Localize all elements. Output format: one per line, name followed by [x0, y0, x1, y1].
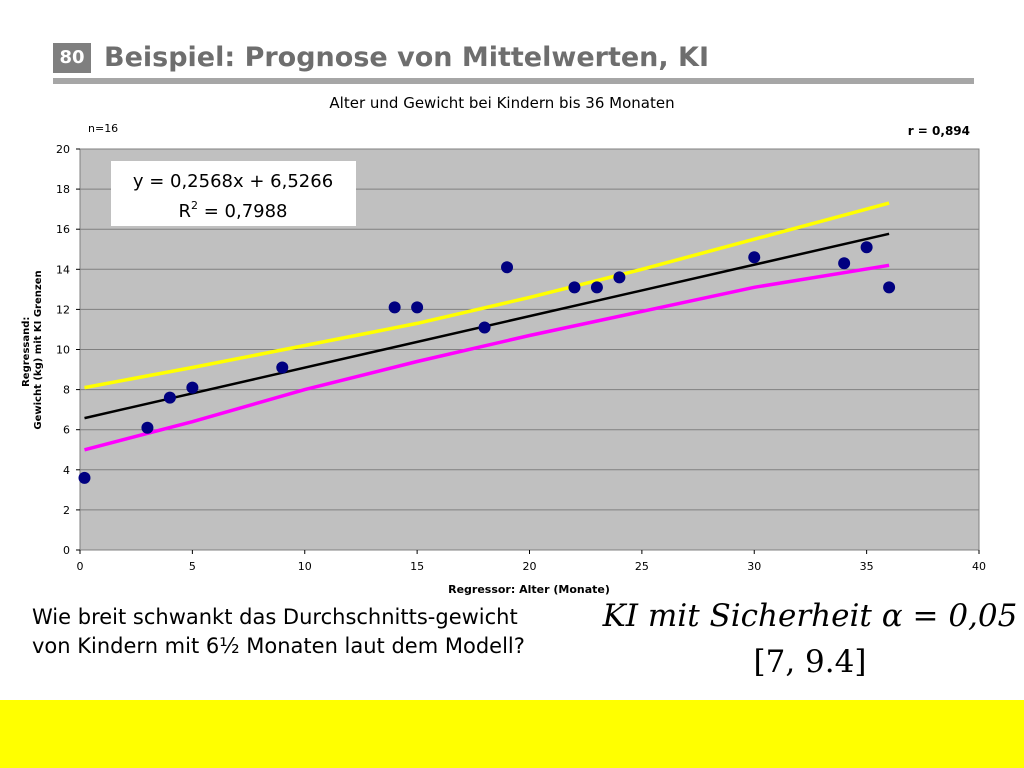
y-axis-label-line2: Gewicht (kg) mit KI Grenzen: [33, 270, 44, 429]
x-tick-label: 25: [635, 560, 649, 573]
data-point: [613, 271, 626, 284]
y-tick-label: 0: [63, 544, 70, 557]
y-tick-label: 4: [63, 464, 70, 477]
data-point: [163, 391, 176, 404]
y-tick-label: 18: [56, 183, 70, 196]
x-tick-label: 5: [189, 560, 196, 573]
data-point: [838, 257, 851, 270]
r-squared: R2 = 0,7988: [178, 199, 287, 222]
data-point: [276, 361, 289, 374]
data-point: [590, 281, 603, 294]
data-point: [568, 281, 581, 294]
y-tick-label: 8: [63, 384, 70, 397]
regression-equation: y = 0,2568x + 6,5266: [133, 171, 333, 192]
footer-band: [0, 700, 1024, 768]
data-point: [141, 421, 154, 434]
data-point: [748, 251, 761, 264]
y-axis-label: Regressand: Gewicht (kg) mit KI Grenzen: [21, 270, 44, 429]
data-point: [478, 321, 491, 334]
sample-size-label: n=16: [88, 122, 118, 135]
formula-label: KI mit Sicherheit α = 0,05: [602, 598, 1018, 634]
x-tick-label: 20: [523, 560, 537, 573]
equation-box: [111, 161, 356, 226]
data-point: [883, 281, 896, 294]
data-point: [388, 301, 401, 314]
x-tick-label: 35: [860, 560, 874, 573]
data-point: [860, 241, 873, 254]
slide-title: Beispiel: Prognose von Mittelwerten, KI: [104, 42, 710, 73]
x-tick-label: 40: [972, 560, 986, 573]
x-tick-label: 0: [77, 560, 84, 573]
y-tick-label: 12: [56, 303, 70, 316]
y-tick-label: 10: [56, 344, 70, 357]
y-tick-label: 20: [56, 143, 70, 156]
data-point: [186, 381, 199, 394]
y-tick-label: 2: [63, 504, 70, 517]
x-tick-label: 30: [747, 560, 761, 573]
upper-confidence-bound: [84, 201, 890, 390]
formula-interval: [7, 9.4]: [753, 644, 867, 680]
question-text: Wie breit schwankt das Durchschnitts-gew…: [32, 605, 525, 658]
chart: Alter und Gewicht bei Kindern bis 36 Mon…: [21, 94, 986, 596]
formula: KI mit Sicherheit α = 0,05 [7, 9.4]: [600, 598, 1020, 680]
x-tick-label: 15: [410, 560, 424, 573]
x-axis-label: Regressor: Alter (Monate): [448, 583, 610, 596]
slide-number: 80: [53, 43, 91, 73]
correlation-label: r = 0,894: [908, 124, 970, 138]
y-tick-label: 14: [56, 263, 70, 276]
y-tick-label: 16: [56, 223, 70, 236]
chart-title: Alter und Gewicht bei Kindern bis 36 Mon…: [329, 94, 674, 112]
lower-confidence-bound: [84, 263, 890, 452]
title-divider: [53, 78, 974, 84]
y-axis-label-line1: Regressand:: [21, 317, 32, 387]
data-point: [501, 261, 514, 274]
x-tick-label: 10: [298, 560, 312, 573]
data-point: [411, 301, 424, 314]
data-point: [78, 471, 91, 484]
y-tick-label: 6: [63, 424, 70, 437]
